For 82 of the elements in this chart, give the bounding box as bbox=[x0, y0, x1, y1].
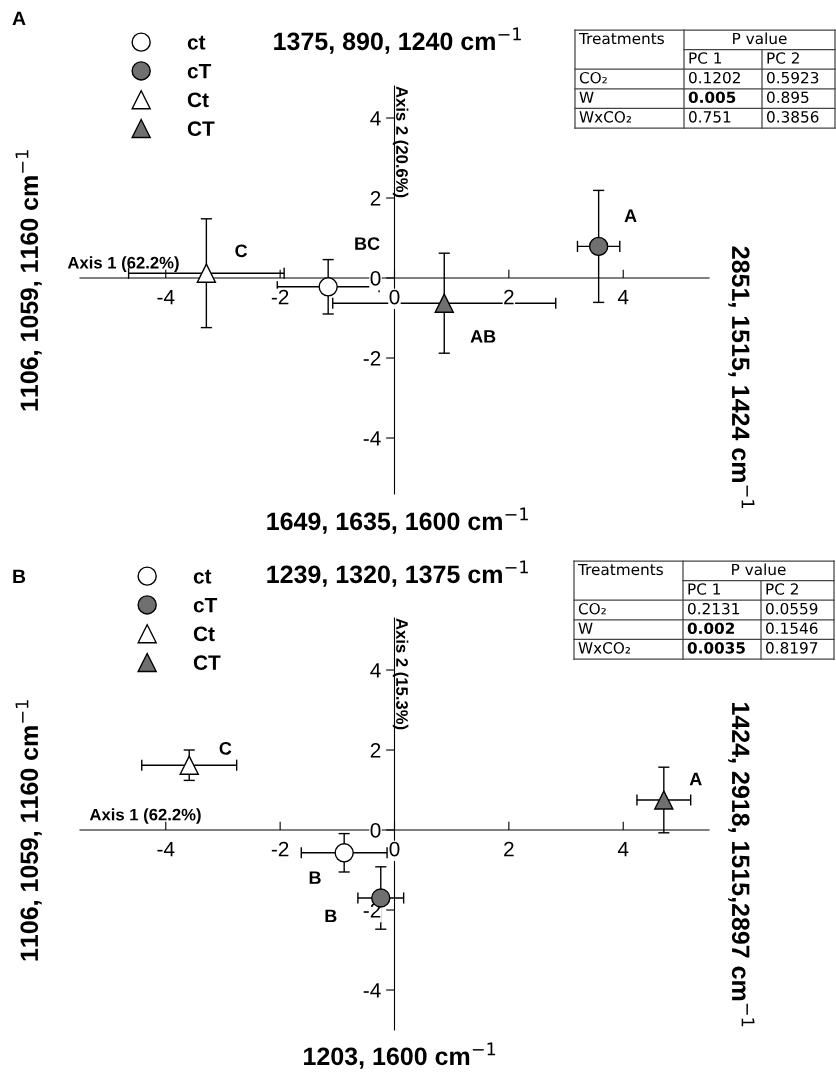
annotation: A bbox=[689, 772, 702, 786]
legend-label: Ct bbox=[187, 92, 209, 108]
text: Treatments bbox=[577, 563, 663, 576]
y-tick-label: 0 bbox=[370, 823, 381, 838]
annotation: WxCO₂ bbox=[579, 111, 631, 123]
legend-label: Ct bbox=[193, 626, 215, 642]
annotation: BC bbox=[355, 237, 380, 250]
annotation: A bbox=[624, 209, 637, 222]
text: 0.895 bbox=[767, 91, 809, 104]
annotation: C bbox=[235, 244, 248, 258]
text: 1106, 1059, 1160 cm$^{−1}$ bbox=[15, 700, 42, 961]
text: 0.0559 bbox=[766, 602, 818, 615]
legend-label: CT bbox=[187, 121, 215, 137]
y-axis-title: Axis 2 (15.3%) bbox=[392, 618, 409, 730]
annotation: 0.0035 bbox=[687, 642, 745, 654]
point bbox=[318, 277, 338, 297]
x-axis-title: Axis 1 (62.2%) bbox=[89, 808, 201, 824]
annotation: W bbox=[578, 622, 593, 634]
legend-label: ct bbox=[193, 569, 212, 584]
text: 1375, 890, 1240 cm$^{−1}$ bbox=[274, 27, 521, 54]
annotation: W bbox=[579, 91, 594, 103]
annotation: 0.005 bbox=[688, 91, 736, 104]
point bbox=[179, 755, 199, 775]
chart-title: B bbox=[13, 569, 26, 584]
x-tick-label: -4 bbox=[157, 841, 175, 857]
text: PC 2 bbox=[767, 52, 799, 64]
annotation: C bbox=[219, 741, 232, 755]
x-tick-label: -4 bbox=[157, 289, 175, 305]
y-tick-label: -4 bbox=[363, 431, 381, 446]
x-tick-label: 0 bbox=[389, 841, 400, 857]
annotation: B bbox=[325, 909, 337, 923]
y-tick-label: -4 bbox=[363, 983, 381, 998]
y-tick-label: 4 bbox=[370, 663, 381, 678]
text: 1239, 1320, 1375 cm$^{−1}$ bbox=[267, 560, 528, 587]
text: 0.3856 bbox=[767, 111, 819, 123]
text: 2851, 1515, 1424 cm$^{−1}$ bbox=[728, 246, 755, 508]
x-tick-label: 4 bbox=[617, 289, 629, 305]
y-axis-title: Axis 2 (20.6%) bbox=[392, 86, 409, 198]
point bbox=[196, 263, 217, 283]
annotation: AB bbox=[470, 330, 496, 343]
y-tick-label: 2 bbox=[370, 743, 381, 758]
x-axis-title: Axis 1 (62.2%) bbox=[67, 256, 179, 272]
y-tick-label: 4 bbox=[370, 111, 381, 126]
legend-label: cT bbox=[187, 63, 212, 79]
legend-label: CT bbox=[193, 655, 221, 671]
text: 1106, 1059, 1160 cm$^{−1}$ bbox=[15, 150, 42, 411]
text: PC 1 bbox=[689, 52, 722, 64]
text: 0.1546 bbox=[766, 622, 818, 635]
text: CO₂ bbox=[579, 71, 607, 84]
annotation: 0.751 bbox=[689, 111, 731, 123]
text: 0.5923 bbox=[767, 71, 819, 84]
x-tick-label: 0 bbox=[389, 289, 400, 305]
text: 1424, 2918, 1515,2897 cm$^{−1}$ bbox=[728, 703, 755, 1027]
text: 0.8197 bbox=[766, 642, 818, 654]
point bbox=[334, 843, 354, 863]
text: P value bbox=[732, 563, 786, 576]
point bbox=[434, 293, 454, 313]
annotation: WxCO₂ bbox=[578, 642, 630, 654]
text: 1203, 1600 cm$^{−1}$ bbox=[304, 1042, 496, 1069]
text: Treatments bbox=[578, 32, 664, 45]
x-tick-label: 2 bbox=[504, 289, 514, 305]
point bbox=[588, 236, 609, 257]
x-tick-label: -2 bbox=[271, 841, 289, 857]
text: PC 2 bbox=[766, 583, 798, 595]
text: 0.1202 bbox=[689, 71, 740, 84]
annotation: 0.002 bbox=[687, 622, 734, 635]
x-tick-label: 2 bbox=[504, 841, 514, 857]
chart-title: A bbox=[12, 11, 26, 26]
legend-label: cT bbox=[193, 597, 218, 613]
y-tick-label: 2 bbox=[370, 191, 381, 206]
point bbox=[654, 790, 674, 810]
text: 1649, 1635, 1600 cm$^{−1}$ bbox=[267, 507, 528, 534]
legend-label: ct bbox=[187, 35, 206, 50]
text: P value bbox=[733, 32, 787, 45]
annotation: B bbox=[309, 871, 321, 884]
x-tick-label: 4 bbox=[617, 841, 629, 857]
y-tick-label: 0 bbox=[370, 271, 381, 286]
y-tick-label: -2 bbox=[363, 351, 381, 366]
x-tick-label: -2 bbox=[271, 289, 289, 305]
text: PC 1 bbox=[688, 583, 721, 595]
text: CO₂ bbox=[578, 602, 606, 615]
text: 0.2131 bbox=[688, 602, 740, 615]
